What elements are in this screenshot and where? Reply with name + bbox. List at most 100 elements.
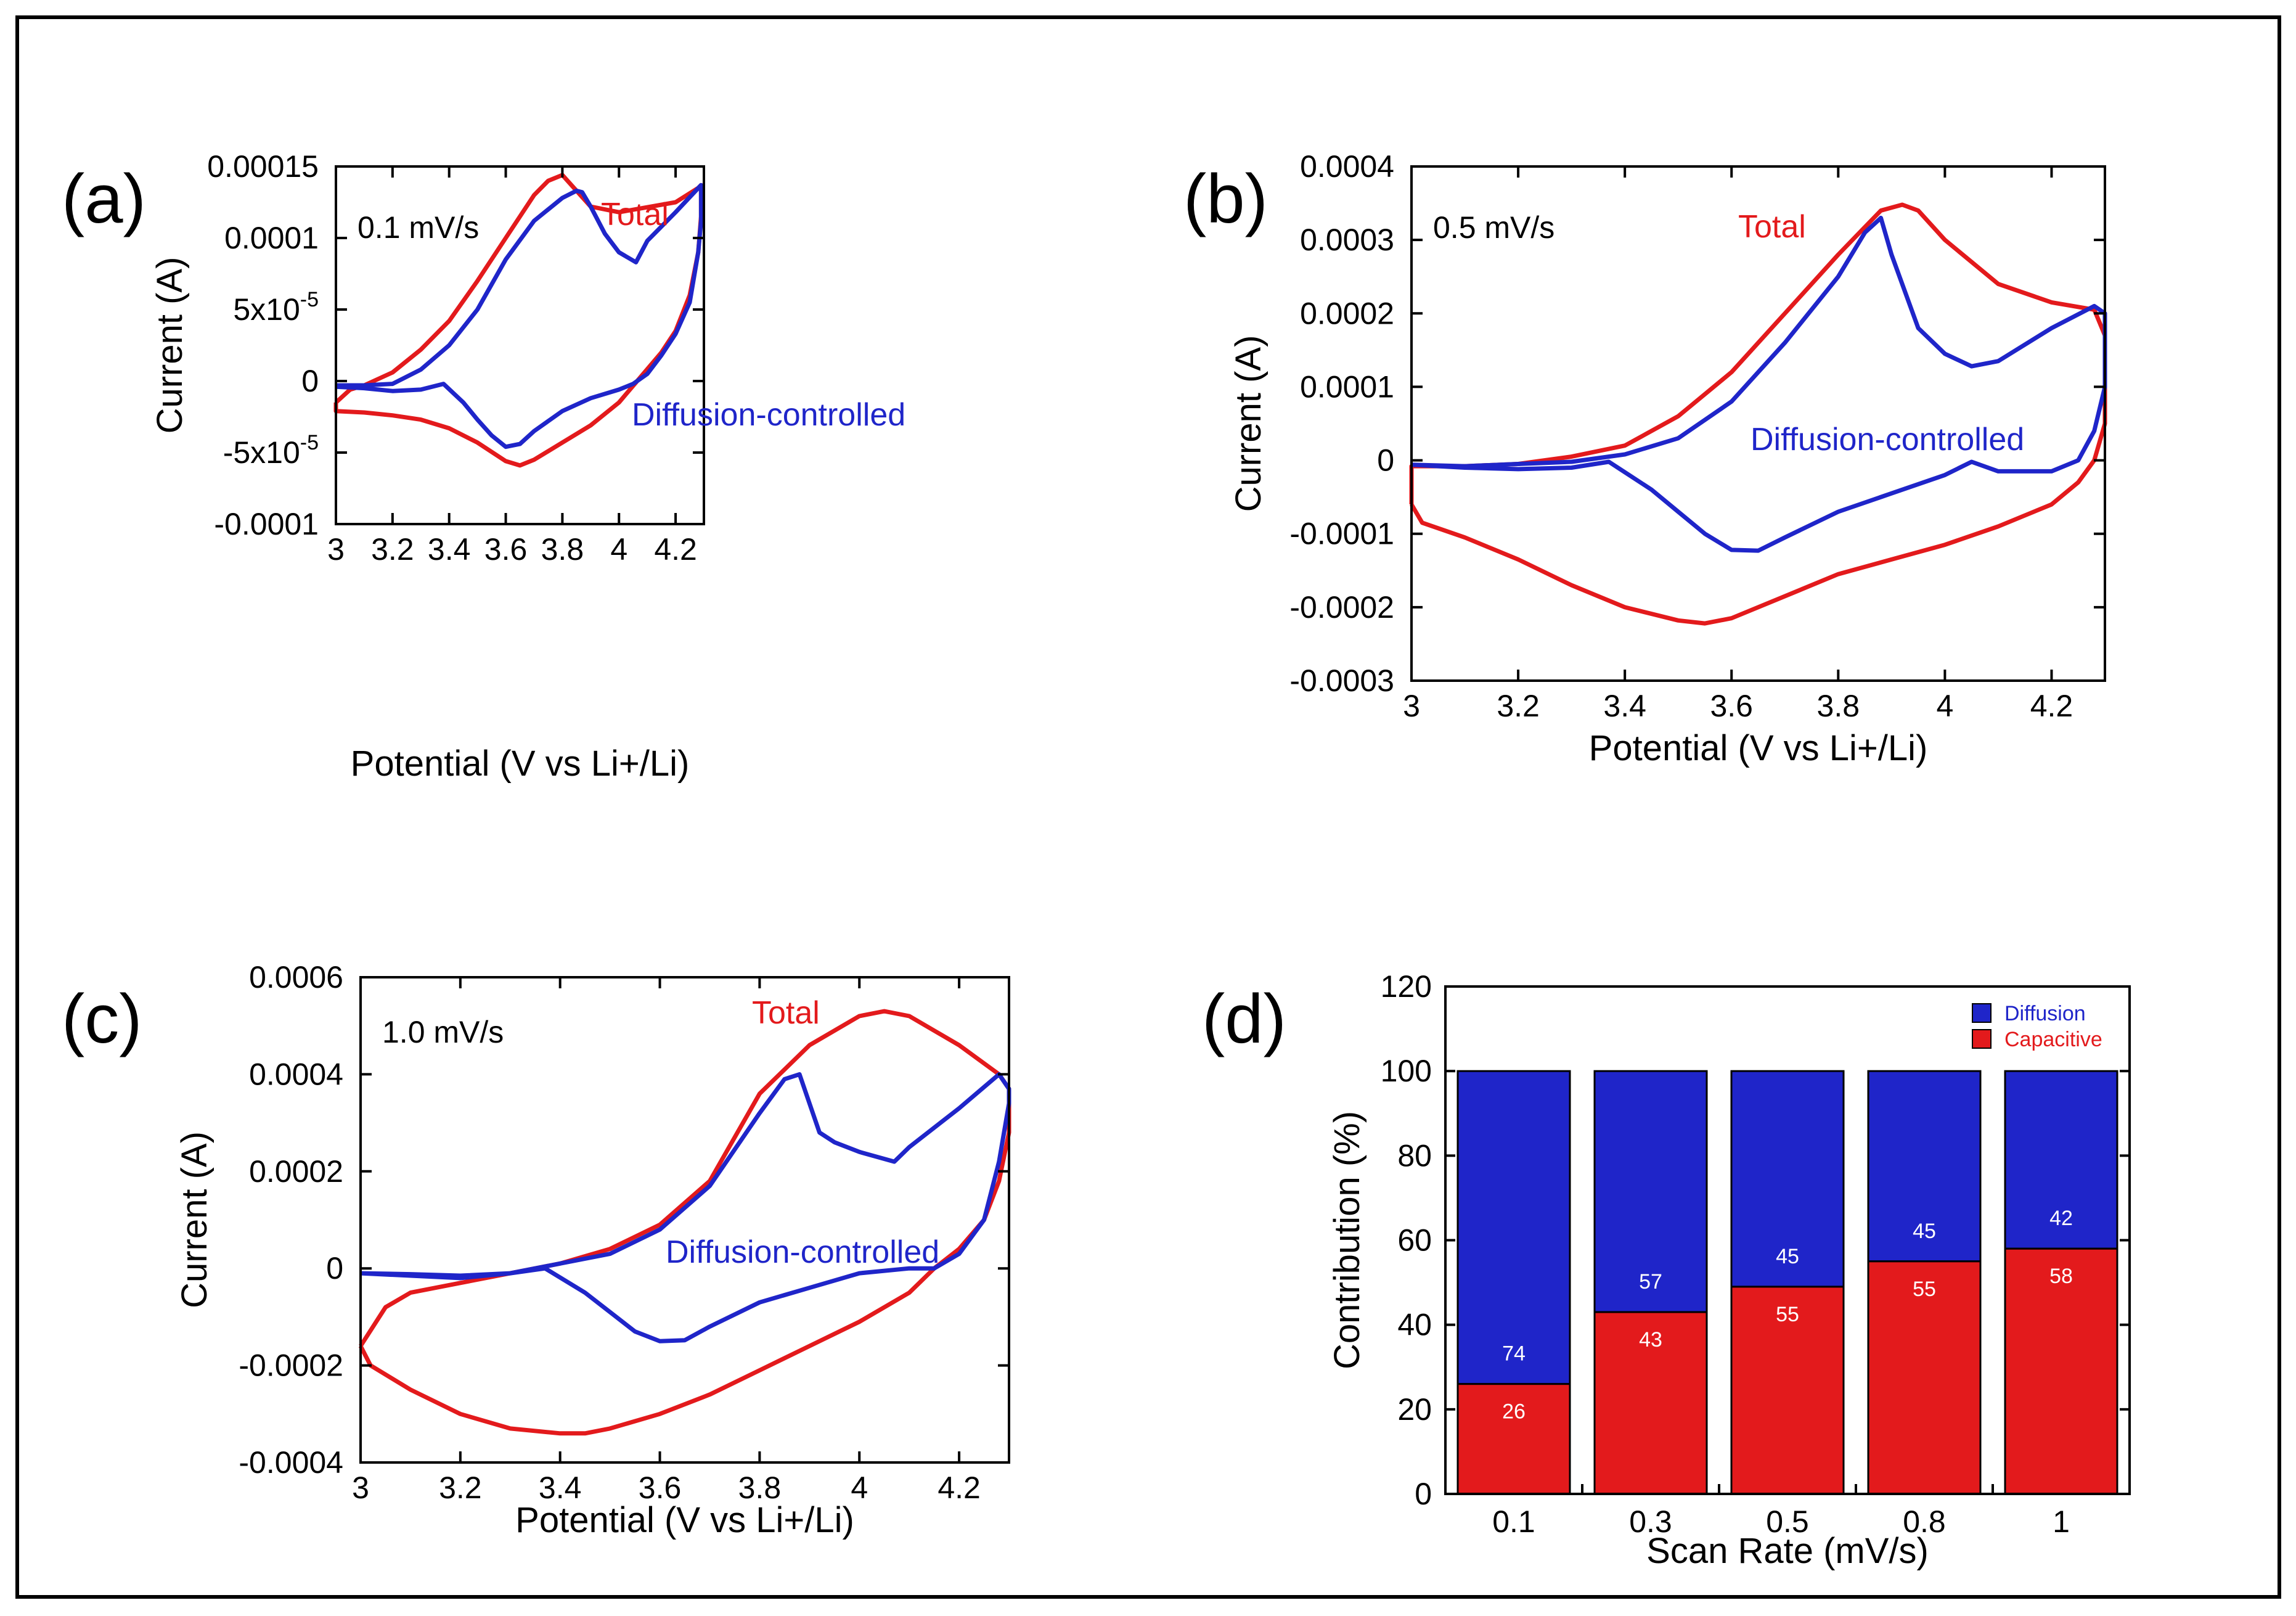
y-axis-label: Current (A) [150,257,190,434]
panel-a: (a)3 3.2 3.4 3.6 3.8 4 4.2-0.0001-5x10-505x10-… [62,149,905,784]
scan-rate-label: 1.0 mV/s [382,1015,504,1049]
plot-frame [359,976,1010,1464]
panel-d: (d) 74 26 0.1 57 43 0.3 45 55 0.5 45 55 0.8 42 58 1 0 20 4… [1202,969,2131,1571]
y-tick-label: 0 [326,1251,343,1286]
bar-diffusion [1593,1070,1708,1313]
panel-c: (c) 3 3.2 3.4 3.6 3.8 4 4.2 -0.0004 -0.0002 0 0.000… [62,960,1011,1540]
series-line-total [358,1009,1011,1436]
y-tick-base: 0.0002 [249,1154,343,1189]
annotation-diffusion-controlled: Diffusion-controlled [1751,422,2024,457]
x-tick-label: 0.5 [1766,1504,1809,1539]
x-tick-label: 3 [1403,689,1420,723]
y-tick-label: 0 [1377,443,1394,478]
y-tick-base: -0.0004 [239,1445,343,1480]
y-tick-label: 5x10-5 [233,288,319,327]
y-tick-label: -0.0002 [1289,590,1394,625]
y-axis-label: Contribution (%) [1327,1111,1367,1369]
y-tick-base: 0 [301,364,319,398]
data-label-diffusion: 57 [1639,1270,1662,1294]
y-tick-label: 0.0001 [1300,369,1394,404]
panel-b: (b) 3 3.2 3.4 3.6 3.8 4 4.2 -0.0003 -0.0002 -0.000… [1183,149,2107,768]
bar-capacitive [1593,1311,1708,1495]
data-label-capacitive: 26 [1502,1400,1526,1424]
legend-label-capacitive: Capacitive [2004,1028,2102,1051]
y-tick-base: -0.0001 [214,507,319,541]
bar-diffusion [1456,1070,1571,1385]
data-label-diffusion: 42 [2049,1207,2073,1230]
series-line-diffusion-controlled [335,183,703,449]
y-tick-label: 0.0002 [1300,296,1394,330]
annotation-diffusion-controlled: Diffusion-controlled [632,397,905,433]
data-label-capacitive: 55 [1776,1303,1799,1326]
y-tick-exponent: -5 [300,431,319,454]
data-label-diffusion: 45 [1776,1245,1799,1268]
y-tick-base: -0.0003 [1289,663,1394,698]
y-axis-label: Current (A) [174,1131,214,1308]
annotation-total: Total [601,197,669,232]
y-tick-label: 0.0002 [249,1154,343,1189]
y-tick-base: -5x10 [223,435,300,470]
y-tick-base: 0 [326,1251,343,1286]
y-tick-base: -0.0002 [1289,590,1394,625]
y-tick-label: 20 [1397,1392,1432,1427]
annotation-total: Total [752,995,820,1031]
x-tick-label: 3.6 [484,532,528,567]
x-axis-label: Potential (V vs Li+/Li) [351,744,690,784]
y-tick-label: 0.0001 [224,221,319,255]
annotation-diffusion-controlled: Diffusion-controlled [666,1234,939,1270]
x-axis-label: Potential (V vs Li+/Li) [1589,728,1928,768]
y-tick-base: -0.0002 [239,1348,343,1383]
y-tick-label: -0.0002 [239,1348,343,1383]
y-tick-label: 0.0006 [249,960,343,995]
x-tick-label: 4.2 [2030,689,2073,723]
y-tick-label: 60 [1397,1223,1432,1258]
y-tick-base: 0.0004 [1300,149,1394,184]
y-tick-base: 0.0001 [224,221,319,255]
y-tick-exponent: -5 [300,288,319,311]
x-axis-label: Potential (V vs Li+/Li) [515,1500,854,1540]
x-tick-label: 0.1 [1492,1504,1535,1539]
legend-swatch-diffusion [1972,1003,1992,1023]
legend-swatch-capacitive [1972,1029,1992,1049]
y-tick-base: 0.0001 [1300,369,1394,404]
x-tick-label: 4 [610,532,627,567]
y-tick-base: -0.0001 [1289,517,1394,551]
x-tick-label: 3 [352,1470,369,1505]
y-axis-label: Current (A) [1228,335,1269,512]
bar-capacitive [1730,1286,1845,1495]
panel-label: (b) [1183,160,1268,237]
y-tick-label: 0.0004 [1300,149,1394,184]
x-tick-label: 3.8 [738,1470,782,1505]
x-axis-label: Scan Rate (mV/s) [1646,1531,1929,1571]
y-tick-label: -0.0003 [1289,663,1394,698]
y-tick-base: 0 [1377,443,1394,478]
plot-frame [1410,165,2106,682]
x-tick-label: 4 [851,1470,868,1505]
x-tick-label: 3.8 [1817,689,1860,723]
y-tick-label: -5x10-5 [223,431,319,470]
x-tick-label: 3.6 [1710,689,1753,723]
y-tick-label: 40 [1397,1308,1432,1342]
x-tick-label: 3.4 [428,532,471,567]
x-tick-label: 1 [2053,1504,2070,1539]
x-tick-label: 3 [327,532,345,567]
x-tick-label: 0.3 [1629,1504,1672,1539]
scan-rate-label: 0.5 mV/s [1433,210,1554,245]
y-tick-label: 120 [1381,969,1432,1004]
bar-diffusion [1730,1070,1845,1288]
y-tick-label: -0.0004 [239,1445,343,1480]
data-label-capacitive: 58 [2049,1265,2073,1288]
annotation-total: Total [1738,209,1806,245]
x-tick-label: 3.8 [541,532,584,567]
bar-capacitive [1867,1260,1982,1495]
y-tick-label: -0.0001 [214,507,319,541]
y-tick-base: 0.0006 [249,960,343,995]
x-tick-label: 0.8 [1903,1504,1946,1539]
data-label-capacitive: 43 [1639,1328,1662,1351]
legend-label-diffusion: Diffusion [2004,1002,2086,1025]
plot-frame [335,165,705,525]
scan-rate-label: 0.1 mV/s [357,210,479,245]
y-tick-label: 0.0004 [249,1057,343,1091]
x-tick-label: 3.4 [1603,689,1646,723]
